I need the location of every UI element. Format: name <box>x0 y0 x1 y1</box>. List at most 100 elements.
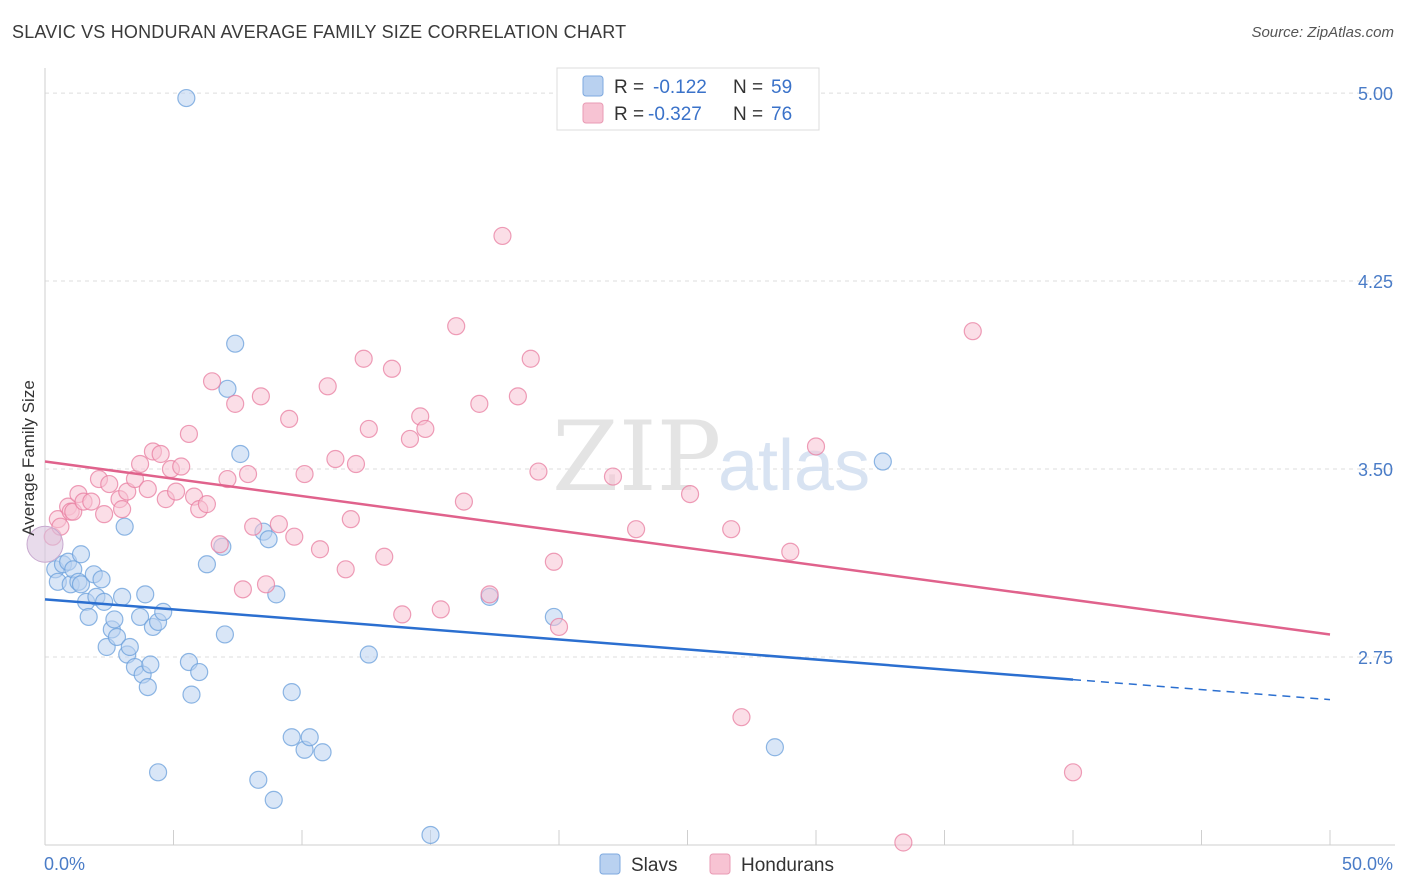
hondurans-point <box>318 377 337 396</box>
hondurans-point <box>256 575 276 594</box>
slavs-point <box>421 825 440 845</box>
source-label: Source: ZipAtlas.com <box>1251 24 1394 41</box>
data-points <box>26 88 1083 852</box>
hondurans-point <box>336 560 355 579</box>
slavs-point <box>215 625 234 644</box>
slavs-point <box>105 610 124 629</box>
y-tick-labels: 5.00 4.25 3.50 2.75 <box>1358 84 1393 668</box>
axes <box>44 68 1395 846</box>
hondurans-point <box>238 464 258 484</box>
hondurans-point <box>431 600 450 619</box>
slavs-point <box>71 545 91 564</box>
hondurans-point <box>112 500 132 519</box>
slavs-point <box>259 530 278 549</box>
y-tick-label: 2.75 <box>1358 648 1393 668</box>
slavs-point <box>231 444 250 464</box>
slavs-swatch <box>582 75 604 97</box>
hondurans-r-label: R = <box>614 104 644 125</box>
slavs-trend-extension <box>1072 678 1331 701</box>
hondurans-point <box>251 387 270 406</box>
hondurans-point <box>544 552 563 571</box>
hondurans-trend-line <box>44 460 1331 636</box>
watermark: ZIP atlas <box>552 401 870 513</box>
stats-legend: R = -0.122 N = 59 R = -0.327 N = 76 <box>556 67 820 131</box>
hondurans-point <box>508 387 527 406</box>
hondurans-point <box>781 542 800 561</box>
hondurans-point <box>326 449 345 469</box>
hondurans-point <box>280 409 299 429</box>
slavs-point <box>138 677 157 697</box>
y-axis-label: Average Family Size <box>19 380 38 536</box>
slavs-point <box>249 770 268 789</box>
legend-hondurans-swatch <box>709 853 731 875</box>
hondurans-point <box>603 467 623 486</box>
hondurans-point <box>226 394 245 413</box>
slavs-n-label: N = <box>733 77 763 98</box>
trend-lines <box>44 460 1331 701</box>
hondurans-point <box>310 540 330 559</box>
hondurans-point <box>295 464 314 484</box>
hondurans-point <box>218 469 237 489</box>
slavs-point <box>148 763 168 782</box>
hondurans-point <box>521 349 540 368</box>
slavs-point <box>136 585 155 604</box>
gridlines <box>45 92 1395 658</box>
hondurans-r-value: -0.327 <box>648 104 702 125</box>
hondurans-point <box>549 617 569 637</box>
slavs-point <box>359 645 378 664</box>
hondurans-point <box>680 484 700 504</box>
slavs-point <box>141 655 160 674</box>
slavs-r-label: R = <box>614 77 644 98</box>
hondurans-point <box>166 482 186 501</box>
hondurans-point <box>210 535 229 554</box>
y-tick-label: 3.50 <box>1358 460 1393 480</box>
slavs-point <box>190 662 209 682</box>
slavs-point <box>130 607 150 627</box>
combined-point <box>26 525 64 563</box>
slavs-trend-line <box>44 598 1074 681</box>
hondurans-point <box>447 317 466 336</box>
hondurans-point <box>894 833 913 852</box>
slavs-point <box>115 517 134 536</box>
hondurans-point <box>529 462 548 481</box>
slavs-point <box>282 683 301 702</box>
hondurans-swatch <box>582 102 604 124</box>
hondurans-point <box>269 515 288 534</box>
chart-title: SLAVIC VS HONDURAN AVERAGE FAMILY SIZE C… <box>12 22 627 42</box>
hondurans-point <box>100 474 119 494</box>
hondurans-point <box>375 547 394 566</box>
slavs-point <box>873 452 892 471</box>
slavs-point <box>264 790 283 809</box>
slavs-point <box>95 592 114 611</box>
hondurans-point <box>359 419 378 439</box>
slavs-point <box>92 570 111 589</box>
hondurans-n-label: N = <box>733 104 763 125</box>
hondurans-point <box>130 454 150 474</box>
hondurans-point <box>416 419 435 439</box>
legend-hondurans-label: Hondurans <box>741 855 834 876</box>
series-legend: Slavs Hondurans <box>599 853 834 876</box>
slavs-point <box>300 728 319 747</box>
y-tick-label: 4.25 <box>1358 272 1393 292</box>
hondurans-point <box>244 517 263 536</box>
legend-slavs-swatch <box>599 853 621 875</box>
hondurans-point <box>722 520 741 539</box>
hondurans-point <box>285 527 304 546</box>
hondurans-point <box>393 605 412 624</box>
slavs-point <box>218 379 237 398</box>
slavs-point <box>107 627 127 647</box>
hondurans-point <box>806 437 826 456</box>
watermark-atlas: atlas <box>718 426 870 506</box>
hondurans-point <box>400 429 420 449</box>
slavs-point <box>177 88 196 108</box>
hondurans-point <box>1063 763 1083 782</box>
hondurans-point <box>233 580 252 599</box>
hondurans-point <box>963 322 982 341</box>
slavs-point <box>197 555 217 574</box>
slavs-point <box>226 334 245 353</box>
x-axis-max-label: 50.0% <box>1342 854 1393 874</box>
hondurans-point <box>95 505 114 524</box>
hondurans-n-value: 76 <box>771 104 792 125</box>
hondurans-point <box>179 424 199 444</box>
